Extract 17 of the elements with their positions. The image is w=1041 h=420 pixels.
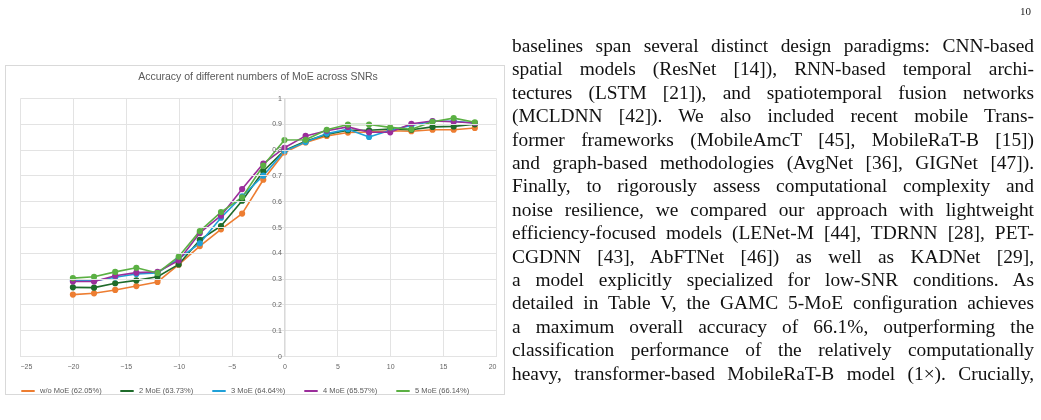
- text: detailed in Table V, the GAMC 5-MoE configuration achieves: [512, 291, 1034, 315]
- text: efficiency-focused models (LENet-M [44], TDRNN [28], PET-: [512, 221, 1034, 245]
- text: a maximum overall accuracy of 66.1%, outperforming the: [512, 314, 1034, 339]
- text: noise resilience, we compared our approach with lightweight: [512, 197, 1034, 222]
- chart-title: Accuracy of different numbers of MoE across SNRs: [138, 69, 378, 82]
- text: tectures (LSTM [21]), and spatiotemporal fusion networks: [512, 80, 1034, 105]
- text: classification performance of the relatively computationally: [512, 338, 1034, 362]
- text: a model explicitly specialized for low-SNR conditions. As: [512, 268, 1034, 292]
- text: spatial models (ResNet [14]), RNN-based temporal archi-: [512, 57, 1034, 81]
- text: heavy, transformer-based MobileRaT-B model (1×). Crucially,: [512, 361, 1034, 386]
- text: former frameworks (MobileAmcT [45], MobileRaT-B [15]): [512, 127, 1034, 152]
- text: and graph-based methodologies (AvgNet [36], GIGNet [47]).: [512, 151, 1034, 175]
- text: Finally, to rigorously assess computational complexity and: [512, 174, 1034, 198]
- text: baselines span several distinct design paradigms: CNN-based: [512, 34, 1034, 58]
- text: 10: [1020, 5, 1031, 17]
- text: CGDNN [43], AbFTNet [46]) as well as KADNet [29],: [512, 244, 1034, 269]
- text: (MCLDNN [42]). We also included recent mobile Trans-: [512, 104, 1034, 128]
